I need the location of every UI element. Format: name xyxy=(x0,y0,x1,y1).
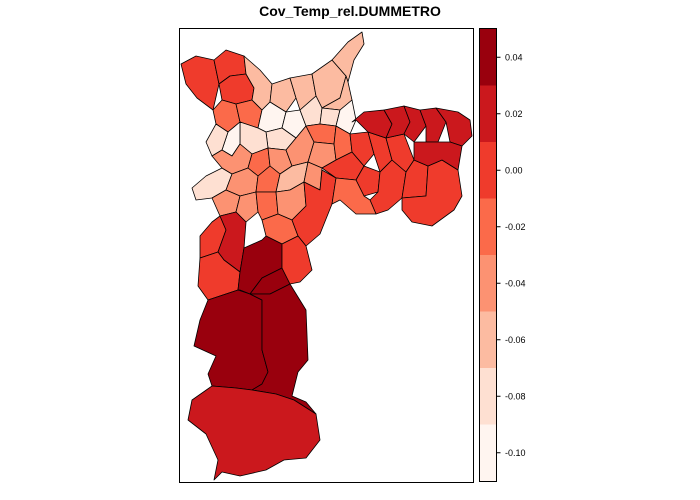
region-e-b xyxy=(349,131,375,167)
region-s1-f xyxy=(291,169,337,247)
legend-tick-label-1: 0.02 xyxy=(505,109,523,119)
region-e-i xyxy=(331,177,377,215)
region-n-b xyxy=(269,77,297,113)
legend-frame xyxy=(479,28,497,482)
legend-tick-label-3: -0.02 xyxy=(505,222,526,232)
legend-bin-4 xyxy=(480,198,496,255)
region-s4-a xyxy=(187,385,321,481)
region-ne-f xyxy=(413,141,463,171)
plot-frame xyxy=(179,28,474,483)
region-s3-a xyxy=(193,289,269,391)
region-c-e xyxy=(335,99,357,135)
legend-tick-label-6: -0.08 xyxy=(505,391,526,401)
map-regions xyxy=(180,31,473,481)
legend-bin-0 xyxy=(480,424,496,481)
region-nw-a xyxy=(180,55,220,111)
map-title: Cov_Temp_rel.DUMMETRO xyxy=(259,3,441,19)
legend-tick-label-7: -0.10 xyxy=(505,448,526,458)
legend-bin-5 xyxy=(480,142,496,199)
legend-tick-label-5: -0.06 xyxy=(505,335,526,345)
legend-tick-label-4: -0.04 xyxy=(505,278,526,288)
legend-tick-label-2: 0.00 xyxy=(505,165,523,175)
legend-bin-7 xyxy=(480,29,496,86)
legend-tick-label-0: 0.04 xyxy=(505,52,523,62)
region-s1-b xyxy=(235,191,259,223)
region-ne-e xyxy=(435,107,473,147)
legend-bin-3 xyxy=(480,255,496,312)
legend-bin-1 xyxy=(480,368,496,425)
legend-bin-6 xyxy=(480,85,496,142)
color-legend: 0.04 0.02 0.00 -0.02 -0.04 -0.06 -0.08 -0.10 xyxy=(479,28,526,482)
region-s2-c xyxy=(281,235,313,285)
legend-bin-2 xyxy=(480,311,496,368)
